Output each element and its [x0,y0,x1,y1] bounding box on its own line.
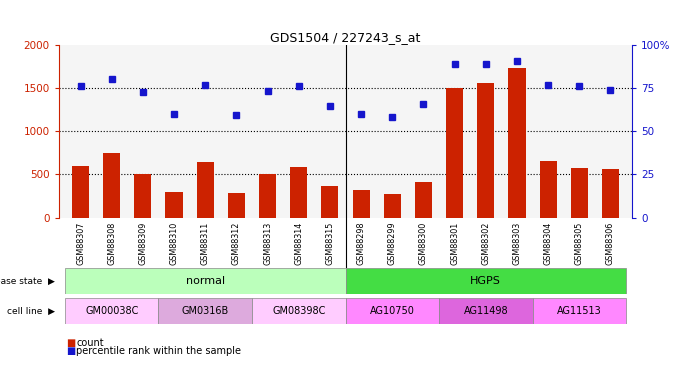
Text: cell line  ▶: cell line ▶ [8,307,55,316]
Text: AG10750: AG10750 [370,306,415,316]
Text: GSM88310: GSM88310 [169,222,178,265]
Text: AG11498: AG11498 [464,306,508,316]
Bar [65,298,158,324]
Bar [197,162,214,218]
Bar [540,161,557,218]
Text: GSM88300: GSM88300 [419,222,428,265]
Text: GSM88305: GSM88305 [575,222,584,265]
Text: GSM88306: GSM88306 [606,222,615,265]
Title: GDS1504 / 227243_s_at: GDS1504 / 227243_s_at [270,31,421,44]
Bar [321,186,339,218]
Text: count: count [76,338,104,348]
Text: HGPS: HGPS [471,276,501,286]
Text: GSM88312: GSM88312 [232,222,241,265]
Bar [477,83,494,218]
Text: GSM88307: GSM88307 [76,222,85,265]
Bar [352,190,370,217]
Bar [134,174,151,217]
Text: ■: ■ [66,346,75,355]
Text: disease state  ▶: disease state ▶ [0,277,55,286]
Bar [103,153,120,218]
Text: GSM88308: GSM88308 [107,222,116,265]
Bar [415,182,432,218]
Text: GM08398C: GM08398C [272,306,325,316]
Text: GSM88309: GSM88309 [138,222,147,265]
Text: percentile rank within the sample: percentile rank within the sample [76,346,241,355]
Bar [509,68,526,218]
Text: GSM88301: GSM88301 [450,222,459,265]
Bar [228,194,245,217]
Bar [259,174,276,217]
Bar [252,298,346,324]
Bar [346,268,626,294]
Text: GSM88313: GSM88313 [263,222,272,265]
Text: GSM88299: GSM88299 [388,222,397,265]
Bar [65,268,346,294]
Text: GSM88302: GSM88302 [481,222,491,265]
Text: GSM88304: GSM88304 [544,222,553,265]
Bar [602,169,619,217]
Bar [446,88,463,218]
Bar [384,194,401,217]
Text: GSM88314: GSM88314 [294,222,303,265]
Text: normal: normal [186,276,225,286]
Bar [533,298,626,324]
Bar [439,298,533,324]
Text: GM0316B: GM0316B [182,306,229,316]
Bar [571,168,588,217]
Bar [165,192,182,217]
Text: GSM88315: GSM88315 [325,222,334,265]
Text: ■: ■ [66,338,75,348]
Text: GSM88298: GSM88298 [357,222,366,265]
Text: GSM88311: GSM88311 [200,222,210,265]
Text: GM00038C: GM00038C [85,306,138,316]
Bar [158,298,252,324]
Bar [346,298,439,324]
Bar [72,166,89,218]
Text: GSM88303: GSM88303 [513,222,522,265]
Text: AG11513: AG11513 [557,306,602,316]
Bar [290,168,307,217]
